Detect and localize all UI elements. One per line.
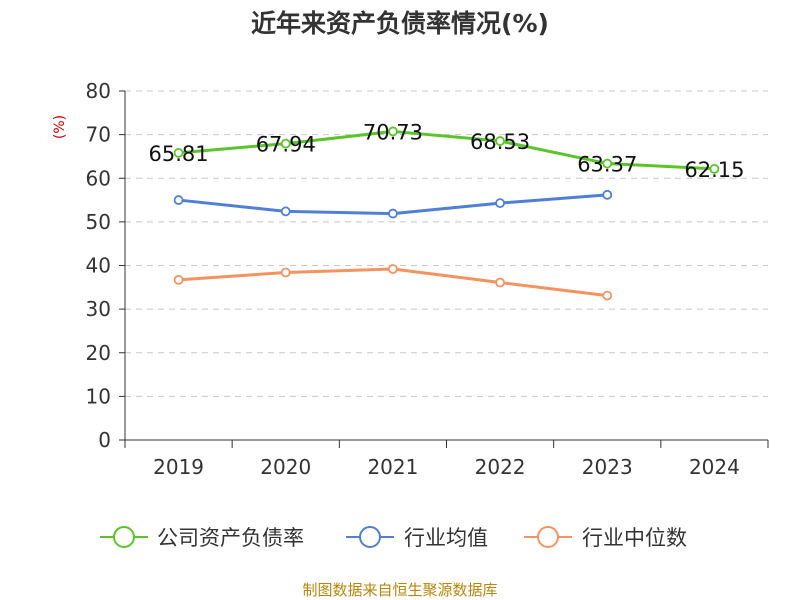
data-point: [173, 148, 184, 158]
legend: 公司资产负债率 行业均值 行业中位数: [100, 526, 687, 550]
data-label: 63.37: [577, 153, 637, 177]
data-label: 62.15: [684, 158, 744, 182]
y-axis-unit: (%): [52, 115, 68, 139]
data-point: [602, 158, 613, 169]
y-tick-label: 40: [86, 254, 111, 278]
grid: [125, 90, 768, 397]
data-point: [602, 290, 613, 301]
x-tick-label: 2019: [153, 455, 204, 479]
data-point: [280, 206, 291, 217]
x-tick-label: 2022: [475, 455, 526, 479]
y-tick-label: 60: [86, 166, 111, 190]
data-point: [388, 208, 398, 219]
legend-label: 公司资产负债率: [157, 526, 304, 550]
legend-label: 行业中位数: [582, 526, 687, 550]
y-tick-label: 10: [86, 384, 111, 408]
data-point: [602, 189, 613, 200]
data-point: [173, 274, 184, 285]
data-label: 70.73: [363, 120, 423, 144]
legend-swatch-marker: [113, 526, 135, 548]
series-line-0: [178, 129, 715, 171]
y-tick-label: 50: [86, 210, 111, 234]
legend-swatch-marker: [359, 526, 381, 548]
data-point: [280, 267, 291, 278]
x-tick-label: 2021: [367, 455, 418, 479]
data-label: 68.53: [470, 130, 530, 154]
source-note: 制图数据来自恒生聚源数据库: [302, 581, 497, 599]
data-point: [495, 136, 505, 146]
x-tick-label: 2024: [689, 455, 740, 479]
legend-label: 行业均值: [404, 526, 488, 550]
data-point: [495, 277, 505, 288]
legend-swatch-marker: [537, 526, 559, 548]
y-tick-label: 20: [86, 341, 111, 365]
data-point: [173, 195, 184, 205]
data-label: 67.94: [256, 133, 316, 157]
data-point: [495, 198, 505, 209]
data-point: [280, 138, 291, 149]
y-tick-label: 30: [86, 297, 111, 321]
axes: 0 10 20 30 40 50 60 70 80 2019 2020 2021 2022 2023 202…: [86, 79, 769, 479]
y-tick-label: 80: [86, 79, 111, 103]
chart-title: 近年来资产负债率情况(%): [251, 9, 549, 38]
data-label: 65.81: [149, 142, 209, 166]
y-tick-label: 70: [86, 123, 111, 147]
data-point: [388, 264, 398, 274]
data-point: [388, 126, 398, 137]
x-tick-label: 2023: [582, 455, 633, 479]
x-tick-label: 2020: [260, 455, 311, 479]
y-tick-label: 0: [98, 428, 111, 452]
series-layer: [173, 126, 720, 301]
data-point: [709, 163, 720, 174]
data-labels: 65.81 67.94 70.73 68.53 63.37 62.15: [149, 120, 745, 181]
